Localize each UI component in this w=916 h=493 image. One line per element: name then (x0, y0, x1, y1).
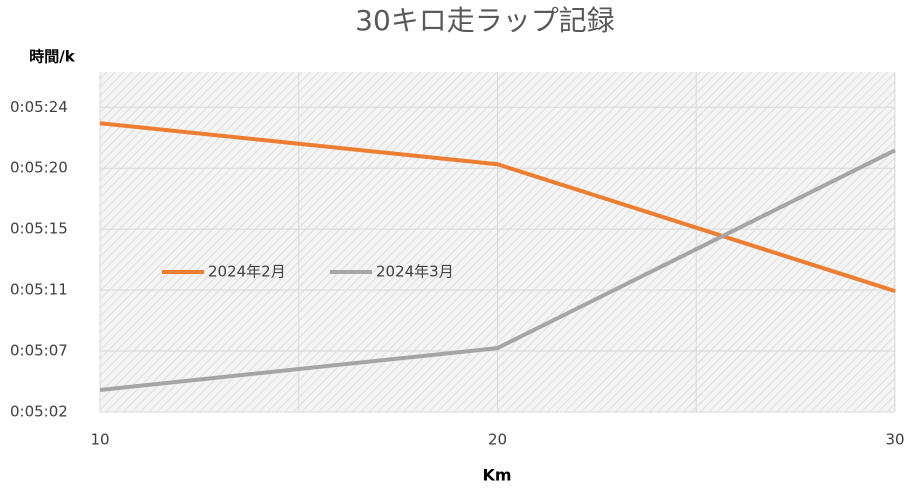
y-tick-label: 0:05:02 (10, 403, 68, 421)
y-axis-title: 時間/k (29, 48, 75, 66)
chart-title: 30キロ走ラップ記録 (355, 4, 615, 37)
y-tick-label: 0:05:15 (10, 220, 68, 238)
series-line (99, 148, 896, 392)
series-line (99, 121, 896, 294)
x-tick-label: 10 (90, 431, 109, 449)
legend-label: 2024年3月 (376, 263, 454, 281)
x-tick-label: 20 (488, 431, 507, 449)
y-tick-label: 0:05:20 (10, 159, 68, 177)
y-tick-label: 0:05:11 (10, 281, 68, 299)
y-tick-label: 0:05:07 (10, 342, 68, 360)
y-tick-label: 0:05:24 (10, 98, 68, 116)
x-tick-label: 30 (885, 431, 904, 449)
x-axis-title: Km (482, 466, 511, 485)
legend-label: 2024年2月 (208, 263, 286, 281)
